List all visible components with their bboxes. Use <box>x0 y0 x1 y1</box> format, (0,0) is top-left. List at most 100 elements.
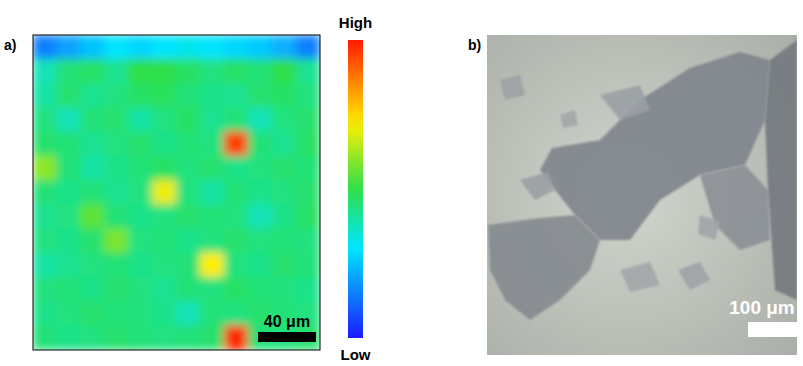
heatmap-cell <box>128 59 153 84</box>
heatmap-cell <box>176 180 201 205</box>
scale-bar-label: 100 μm <box>729 297 795 318</box>
heatmap-cell <box>56 107 81 132</box>
heatmap-cell <box>200 301 225 326</box>
heatmap-cell <box>248 253 273 278</box>
heatmap-cell <box>176 59 201 84</box>
heatmap-cell <box>128 277 153 302</box>
heatmap-cell <box>272 107 297 132</box>
heatmap-cell <box>296 228 320 253</box>
heatmap-cell <box>80 228 105 253</box>
heatmap-cell <box>224 35 249 60</box>
heatmap-cell <box>80 35 105 60</box>
heatmap-cell <box>296 107 320 132</box>
flake <box>765 40 797 300</box>
heatmap-cell <box>200 35 225 60</box>
heatmap-cell <box>176 83 201 108</box>
heatmap-cell <box>296 59 320 84</box>
heatmap-cell <box>128 325 153 350</box>
heatmap-cell <box>104 253 129 278</box>
heatmap-cell <box>33 277 57 302</box>
scale-bar-label: 40 μm <box>264 313 310 330</box>
heatmap-cell <box>33 35 57 60</box>
heatmap-cell <box>272 228 297 253</box>
heatmap-cell <box>104 83 129 108</box>
colorbar <box>348 40 363 338</box>
heatmap-cell <box>104 131 129 156</box>
heatmap-cell <box>152 131 177 156</box>
heatmap-cell <box>152 107 177 132</box>
heatmap-cell <box>104 301 129 326</box>
heatmap-cell <box>33 131 57 156</box>
heatmap-cell <box>56 204 81 229</box>
heatmap-cell <box>248 59 273 84</box>
heatmap-cell <box>56 156 81 181</box>
flake <box>500 75 525 100</box>
heatmap-cell <box>128 253 153 278</box>
heatmap-cell <box>104 204 129 229</box>
colorbar-tick-label: Low <box>341 346 371 363</box>
heatmap-cell <box>104 156 129 181</box>
heatmap-cell <box>80 83 105 108</box>
heatmap-cell <box>104 325 129 350</box>
heatmap-cell <box>56 228 81 253</box>
heatmap-cell <box>80 253 105 278</box>
plot-frame <box>33 35 320 350</box>
heatmap-cell <box>128 156 153 181</box>
heatmap-cell <box>296 180 320 205</box>
heatmap-cell <box>200 180 225 205</box>
heatmap-cell <box>176 107 201 132</box>
heatmap-cell <box>272 277 297 302</box>
heatmap-cell <box>224 180 249 205</box>
heatmap-cell <box>56 131 81 156</box>
heatmap-cell <box>56 325 81 350</box>
heatmap-cell <box>80 131 105 156</box>
heatmap-cell <box>248 107 273 132</box>
heatmap-cell <box>248 83 273 108</box>
heatmap-cell <box>200 83 225 108</box>
heatmap-cell <box>272 35 297 60</box>
micrograph-ground <box>487 35 797 355</box>
heatmap-cell <box>296 156 320 181</box>
scale-bar <box>748 322 797 337</box>
heatmap-cell <box>80 204 105 229</box>
heatmap-cell <box>80 277 105 302</box>
heatmap-cell <box>176 204 201 229</box>
heatmap-cell <box>80 325 105 350</box>
scale-bar <box>258 332 316 342</box>
heatmap-cell <box>296 35 320 60</box>
flake <box>698 215 720 240</box>
micrograph <box>487 35 797 355</box>
heatmap-cell <box>104 59 129 84</box>
heatmap-cell <box>200 277 225 302</box>
heatmap-cell <box>56 180 81 205</box>
colorbar-tick-label: High <box>339 14 372 31</box>
heatmap-cell <box>176 277 201 302</box>
heatmap-cell <box>296 83 320 108</box>
heatmap-cell <box>248 156 273 181</box>
heatmap-cell <box>33 301 57 326</box>
heatmap-cell <box>200 228 225 253</box>
heatmap-cell <box>200 325 225 350</box>
heatmap-cell <box>152 204 177 229</box>
heatmap-cell <box>176 301 201 326</box>
heatmap-cell <box>33 325 57 350</box>
heatmap-cell <box>128 204 153 229</box>
heatmap-cell <box>176 228 201 253</box>
heatmap-cell <box>80 156 105 181</box>
heatmap-cell <box>224 204 249 229</box>
heatmap-cell <box>224 325 249 350</box>
flake <box>620 262 660 292</box>
heatmap-cell <box>152 156 177 181</box>
heatmap-cell <box>128 228 153 253</box>
heatmap-cell <box>200 204 225 229</box>
heatmap-cell <box>56 253 81 278</box>
heatmap-cell <box>33 180 57 205</box>
heatmap-cell <box>33 156 57 181</box>
figure: a)40 μmHighLowb)100 μm <box>0 0 803 366</box>
flake <box>520 172 555 200</box>
heatmap-cell <box>248 228 273 253</box>
heatmap-cell <box>80 59 105 84</box>
heatmap-cell <box>200 156 225 181</box>
heatmap-cell <box>80 301 105 326</box>
heatmap-cell <box>296 204 320 229</box>
